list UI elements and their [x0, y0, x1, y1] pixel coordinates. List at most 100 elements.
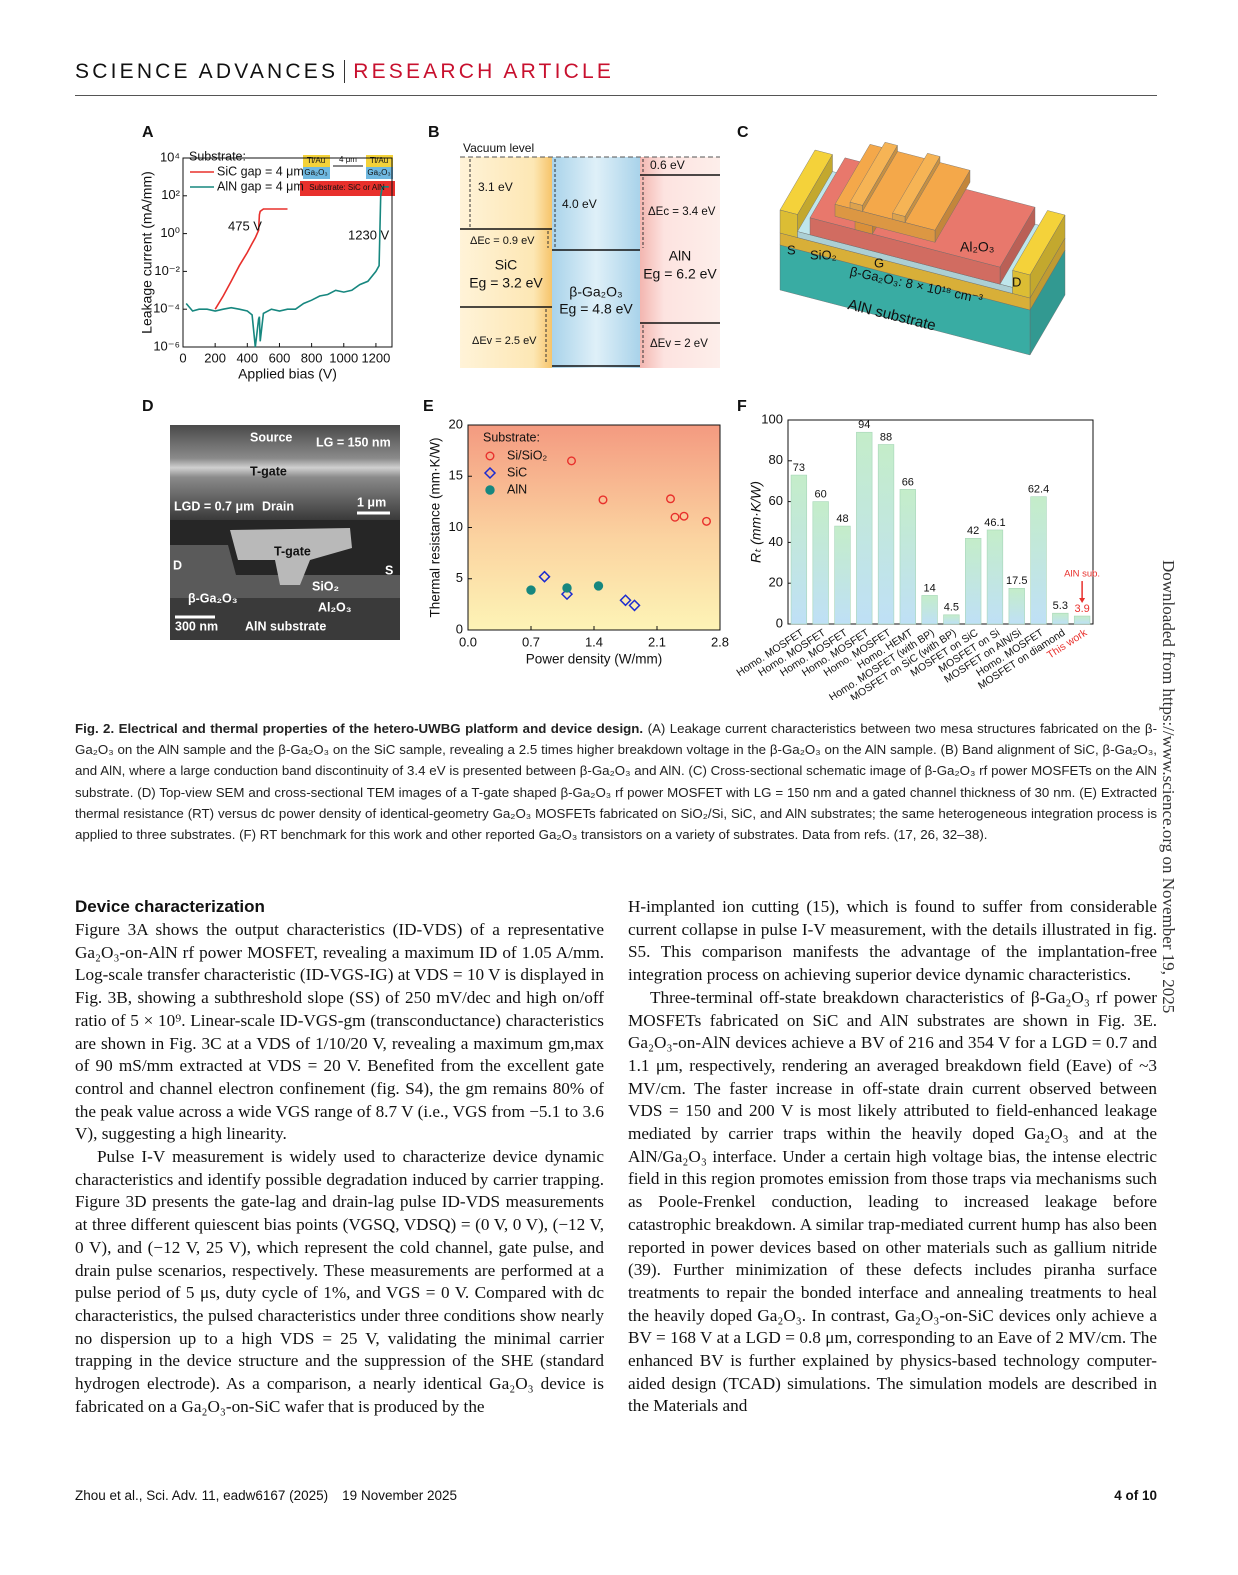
plot-frame [787, 419, 1094, 625]
band-label: 3.1 eV [478, 180, 513, 194]
inset-box [300, 181, 395, 196]
image-label: T-gate [250, 464, 287, 478]
image-label: Source [250, 430, 292, 444]
x-tick-label: 1200 [361, 350, 390, 365]
offset-arrows [469, 159, 644, 364]
bar [856, 431, 873, 625]
text-column: H-implanted ion cutting (15), which is f… [628, 896, 1157, 1418]
y-tick-label: 15 [449, 468, 463, 483]
scatter-point [628, 599, 641, 612]
inset-label: Ti/Au [370, 156, 388, 165]
image-label: 300 nm [175, 619, 218, 633]
header-rule [75, 95, 1157, 96]
y-tick-label: 100 [761, 411, 783, 426]
bar [790, 474, 808, 625]
data-line [185, 186, 389, 348]
legend-label: SiC [507, 465, 527, 479]
panel-label: D [142, 398, 154, 415]
caption-text: (A) Leakage current characteristics betw… [75, 721, 1157, 843]
y-tick-label: 80 [769, 452, 783, 467]
annotation: AlN sub. [1064, 569, 1100, 580]
legend-title: Substrate: [483, 430, 540, 444]
inset-label: Ga₂O₃ [367, 168, 390, 177]
band-label: ΔEc = 3.4 eV [648, 206, 716, 218]
panel-label: C [737, 124, 749, 141]
band-label: 0.6 eV [650, 158, 685, 172]
schematic-label: D [1012, 274, 1021, 289]
band-label: Eg = 4.8 eV [559, 301, 633, 317]
scatter-point [670, 512, 680, 522]
band-label: β-Ga₂O₃ [569, 284, 622, 300]
inset-box [303, 167, 330, 179]
value-label: 94 [858, 419, 870, 431]
band-label: SiC [495, 257, 518, 273]
value-label: 73 [793, 462, 805, 474]
schematic-face [779, 209, 798, 238]
scatter-point [560, 588, 574, 601]
bar [899, 489, 916, 625]
legend-label: Si/SiO₂ [507, 448, 547, 462]
bar [1073, 615, 1091, 625]
scatter-point [562, 583, 572, 593]
schematic-label: G [874, 255, 884, 270]
image-label: AlN substrate [245, 619, 326, 633]
panel-label: A [142, 124, 154, 141]
scatter-point [526, 585, 536, 595]
inset-label: Substrate: SiC or AlN [309, 183, 385, 192]
footer-left: Zhou et al., Sci. Adv. 11, eadw6167 (202… [75, 1488, 457, 1503]
image-label: S [385, 563, 393, 577]
paragraph: Pulse I-V measurement is widely used to … [75, 1147, 604, 1416]
x-tick-label: 1000 [329, 350, 358, 365]
annotation: 475 V [228, 218, 262, 233]
scatter-point [619, 594, 632, 607]
scatter-point [679, 511, 689, 521]
value-label: 3.9 [1074, 603, 1089, 615]
band-label: ΔEv = 2.5 eV [472, 335, 537, 347]
device-schematic [779, 141, 1066, 356]
band-label: ΔEv = 2 eV [650, 338, 708, 350]
figure: A B C D E F Vacuum level 3.1 eV 4.0 eV 0… [139, 124, 1100, 700]
bar [812, 501, 829, 625]
y-tick-label: 10⁰ [160, 225, 180, 240]
band-label: AlN [669, 248, 692, 264]
y-tick-label: 20 [769, 575, 783, 590]
value-label: 4.5 [944, 602, 959, 614]
bar [986, 529, 1004, 625]
ga2o3-region [552, 157, 640, 368]
band-label: Vacuum level [463, 141, 534, 155]
schematic-label: S [787, 242, 796, 257]
sic-region [460, 157, 552, 368]
text-column: Device characterization Figure 3A shows … [75, 896, 604, 1418]
citation: Zhou et al., Sci. Adv. 11, eadw6167 (202… [75, 1488, 329, 1503]
x-tick-label: 2.1 [648, 634, 666, 649]
y-tick-label: 0 [456, 621, 463, 636]
x-axis-label: Power density (W/mm) [526, 652, 663, 667]
value-label: 46.1 [984, 517, 1005, 529]
legend-marker [483, 466, 497, 480]
inset-label: Ga₂O₃ [304, 168, 327, 177]
image-label: LG = 150 nm [316, 435, 391, 449]
section-heading: Device characterization [75, 897, 265, 916]
paragraph: H-implanted ion cutting (15), which is f… [628, 897, 1157, 985]
schematic-label: SiO₂ [810, 247, 837, 262]
bar [834, 525, 851, 625]
legend-label: SiC gap = 4 μm [217, 164, 304, 178]
value-label: 60 [815, 489, 827, 501]
y-axis-label: Thermal resistance (mm·K/W) [428, 437, 443, 617]
page-number: 4 of 10 [1114, 1488, 1157, 1503]
band-diagram: Vacuum level 3.1 eV 4.0 eV 0.6 eV ΔEc = … [460, 141, 720, 368]
x-tick-label: 2.8 [711, 634, 729, 649]
bar [1052, 612, 1069, 625]
section-name: RESEARCH ARTICLE [344, 60, 615, 83]
x-tick-label: 0.0 [459, 634, 477, 649]
scatter-point [567, 456, 577, 466]
image-label: Drain [262, 499, 294, 513]
figure-caption: Fig. 2. Electrical and thermal propertie… [75, 718, 1157, 845]
inset-box [366, 167, 393, 179]
data-line [214, 208, 288, 310]
value-label: 88 [880, 431, 892, 443]
image-label: T-gate [274, 544, 311, 558]
y-tick-label: 10 [449, 519, 463, 534]
x-tick-label: 0.7 [522, 634, 540, 649]
value-label: 62.4 [1028, 484, 1049, 496]
